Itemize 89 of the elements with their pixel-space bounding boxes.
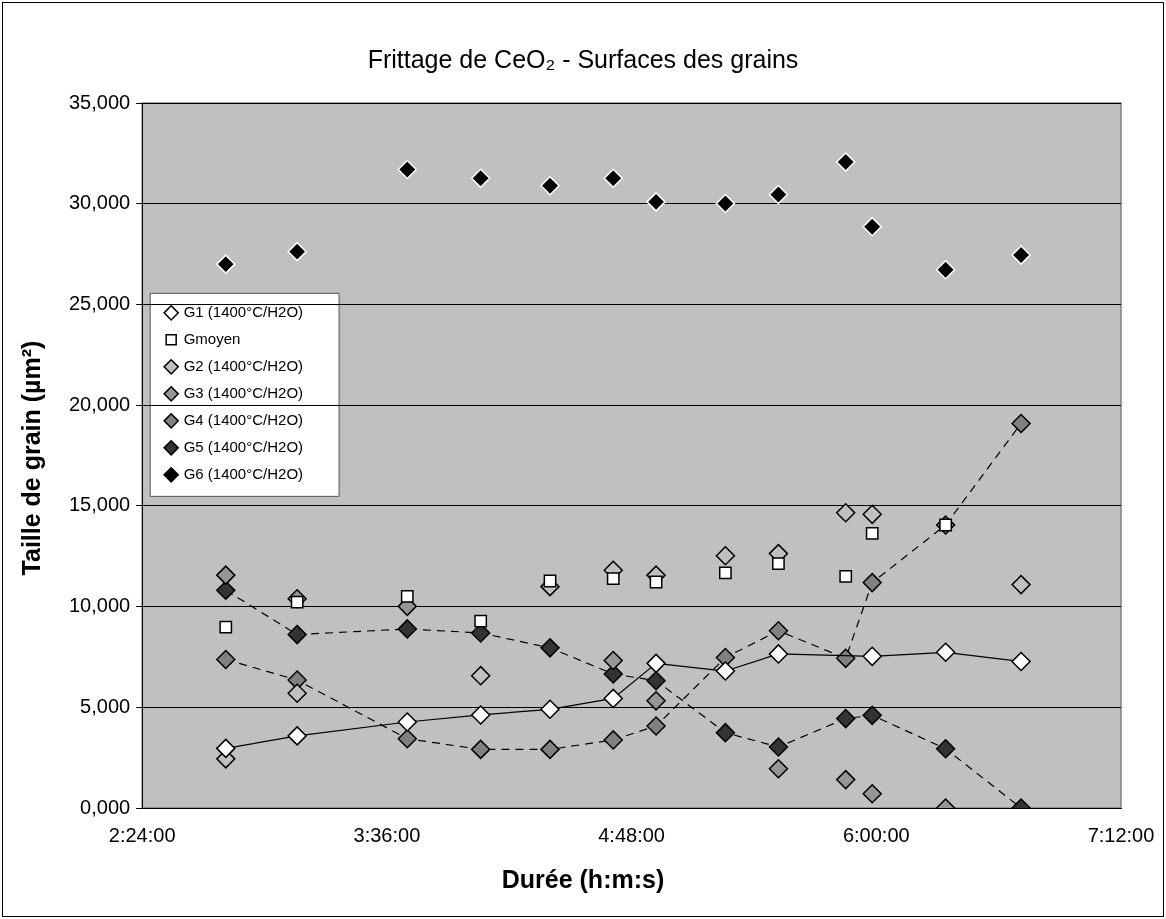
point: [540, 176, 560, 196]
point: [839, 569, 853, 583]
point: [603, 688, 623, 709]
point: [216, 649, 236, 670]
point: [540, 638, 560, 658]
point: [540, 739, 560, 760]
y-tick-label: 15,000: [69, 493, 131, 516]
point: [216, 254, 236, 274]
point: [768, 758, 789, 779]
x-tick-label: 3:36:00: [353, 823, 421, 846]
point: [865, 527, 879, 540]
point: [474, 614, 488, 628]
legend-label: G3 (1400°C/H2O): [183, 383, 304, 401]
point: [470, 739, 491, 760]
y-tick-label: 5,000: [80, 694, 131, 717]
point: [540, 699, 560, 720]
point: [219, 620, 233, 634]
point: [718, 566, 732, 580]
legend-label: G2 (1400°C/H2O): [183, 356, 304, 374]
point: [646, 192, 666, 212]
point: [216, 738, 236, 759]
y-tick-label: 0,000: [80, 795, 131, 818]
point: [768, 620, 789, 641]
point: [646, 691, 666, 711]
point: [216, 580, 236, 601]
point: [835, 708, 856, 729]
point: [835, 502, 856, 523]
point: [862, 705, 882, 726]
point: [603, 650, 623, 671]
x-tick-label: 7:12:00: [1087, 823, 1155, 846]
y-tick-label: 25,000: [69, 291, 131, 314]
legend-label: G6 (1400°C/H2O): [183, 464, 304, 482]
point: [862, 646, 882, 667]
point: [397, 712, 418, 732]
chart-title: Frittage de CeO₂ - Surfaces des grains: [366, 45, 800, 74]
point: [470, 168, 491, 189]
y-tick-label: 35,000: [69, 90, 131, 113]
y-tick-label: 30,000: [69, 191, 131, 214]
point: [862, 504, 882, 525]
point: [1011, 651, 1031, 672]
point: [835, 648, 856, 669]
point: [287, 683, 307, 703]
point: [835, 152, 856, 172]
point: [287, 624, 307, 645]
point: [862, 572, 882, 593]
point: [1011, 413, 1031, 434]
point: [287, 241, 307, 262]
point: [287, 726, 307, 746]
point: [772, 557, 785, 571]
point: [646, 716, 666, 736]
point: [715, 722, 736, 743]
point: [715, 546, 736, 566]
point: [646, 653, 666, 674]
point: [862, 783, 882, 804]
legend-label: Gmoyen: [183, 329, 241, 347]
point: [935, 260, 956, 280]
point: [768, 737, 789, 757]
point: [470, 705, 491, 725]
point: [715, 661, 736, 681]
point: [470, 665, 491, 686]
point: [400, 589, 414, 603]
x-tick-label: 4:48:00: [598, 823, 665, 846]
point: [835, 769, 856, 790]
point: [603, 730, 623, 750]
point: [715, 193, 736, 214]
point: [397, 159, 418, 180]
point: [768, 184, 789, 205]
point: [935, 642, 956, 663]
point: [1011, 245, 1031, 265]
point: [862, 216, 882, 237]
x-tick-label: 2:24:00: [108, 823, 176, 846]
y-tick-label: 10,000: [69, 594, 131, 617]
point: [768, 644, 789, 664]
legend-label: G1 (1400°C/H2O): [183, 302, 304, 320]
y-tick-label: 20,000: [69, 392, 131, 415]
point: [935, 739, 956, 759]
y-axis-title: Taille de grain (µm²): [16, 340, 46, 576]
x-tick-label: 6:00:00: [842, 823, 910, 846]
legend-label: G4 (1400°C/H2O): [183, 410, 304, 428]
point: [216, 565, 236, 585]
point: [646, 670, 666, 691]
legend-label: G5 (1400°C/H2O): [183, 437, 304, 455]
point: [606, 572, 620, 585]
point: [397, 728, 418, 749]
point: [603, 168, 623, 189]
x-axis-title: Durée (h:m:s): [500, 865, 666, 894]
point: [603, 664, 623, 684]
point: [1011, 574, 1031, 595]
point: [397, 619, 418, 639]
